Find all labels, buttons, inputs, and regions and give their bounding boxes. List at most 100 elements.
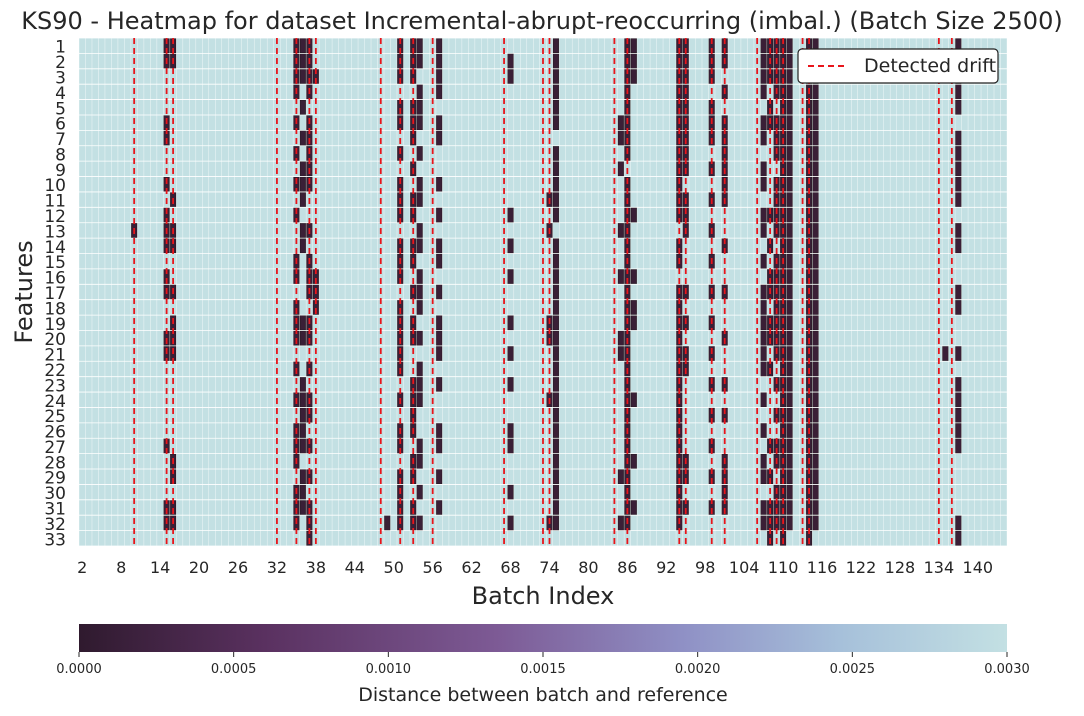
heatmap-cell [812,422,819,439]
heatmap-cell [299,222,307,238]
heatmap-cell [552,161,560,177]
heatmap-cell [416,453,423,469]
heatmap-cell [955,438,962,454]
x-tick-label: 122 [846,558,877,577]
heatmap-cell [552,53,560,69]
heatmap-cell [812,438,819,454]
heatmap-cell [812,130,819,146]
colorbar-tick-label: 0.0000 [56,662,102,677]
heatmap-cell [630,38,638,54]
heatmap-cell [955,392,962,408]
y-tick-label: 15 [44,253,66,273]
heatmap-cell [552,192,560,208]
heatmap-cell [955,407,962,423]
y-tick-label: 30 [44,484,66,504]
colorbar-tick-label: 0.0010 [366,662,412,677]
heatmap-cell [435,315,443,331]
colorbar-ticks: 0.0000 0.0005 0.0010 0.0015 0.0020 0.0025 0.00… [56,652,1030,677]
heatmap-cell [435,115,443,131]
y-tick-label: 27 [44,438,66,458]
y-tick-label: 5 [55,99,66,119]
heatmap-cell [812,453,819,469]
heatmap-cell [955,222,962,238]
y-tick-label: 26 [44,423,66,443]
heatmap-cell [812,222,819,238]
heatmap-cell [552,484,560,500]
y-tick-label: 16 [44,269,66,289]
y-tick-label: 14 [44,238,66,258]
y-tick-label: 19 [44,315,66,335]
heatmap-cell [552,469,560,485]
heatmap-cell [416,84,423,100]
heatmap-cell [760,499,767,516]
heatmap-cell [552,269,560,285]
heatmap-cell [299,161,307,177]
heatmap-cell [812,176,819,192]
heatmap-cell [786,176,793,192]
heatmap-cell [630,299,638,315]
heatmap-cell [955,422,962,439]
heatmap-cell [435,68,443,85]
y-tick-label: 3 [55,68,66,88]
heatmap-cell [416,392,423,408]
heatmap-cell [552,145,560,162]
heatmap-cell [812,84,819,100]
heatmap-cell [617,161,625,177]
y-tick-label: 25 [44,407,66,427]
y-tick-label: 28 [44,453,66,473]
heatmap-cell [812,376,819,392]
heatmap-cell [955,346,962,362]
heatmap-cell [786,484,793,500]
heatmap-cell [812,238,819,254]
y-tick-label: 7 [55,130,66,150]
x-tick-label: 56 [422,558,442,577]
heatmap-cell [786,422,793,439]
y-tick-label: 20 [44,330,66,350]
heatmap-cell [299,422,307,439]
heatmap-cell [786,115,793,131]
legend: Detected drift [797,48,999,84]
x-tick-label: 134 [924,558,955,577]
x-tick-label: 8 [116,558,126,577]
heatmap-cell [299,438,307,454]
heatmap-cell [299,53,307,69]
heatmap-cell [299,315,307,331]
heatmap-cell [552,68,560,85]
x-tick-label: 20 [189,558,209,577]
y-tick-label: 22 [44,361,66,381]
heatmap-cell [955,145,962,162]
heatmap-cell [955,99,962,115]
y-tick-label: 6 [55,115,66,135]
heatmap-cell [786,499,793,516]
heatmap-cell [630,392,638,408]
y-tick-label: 10 [44,176,66,196]
heatmap-cell [617,130,625,146]
x-tick-label: 98 [695,558,715,577]
heatmap-cell [786,253,793,269]
heatmap-cell [552,392,560,408]
legend-label: Detected drift [864,55,996,77]
y-tick-label: 24 [44,392,66,412]
y-tick-label: 18 [44,299,66,319]
heatmap-cell [812,253,819,269]
heatmap-cell [812,207,819,223]
heatmap-cell [552,284,560,300]
heatmap-cell [812,407,819,423]
heatmap-cell [299,130,307,146]
heatmap-cell [435,176,443,192]
x-tick-label: 128 [885,558,916,577]
heatmap-cell [435,422,443,439]
heatmap-cell [760,222,767,238]
y-tick-label: 29 [44,469,66,489]
y-tick-label: 21 [44,346,66,366]
heatmap-cell [786,438,793,454]
heatmap-cell [955,161,962,177]
heatmap-cell [786,38,793,54]
heatmap-cell [760,84,767,100]
y-tick-label: 8 [55,145,66,165]
heatmap-cell [812,115,819,131]
heatmap-cell [299,38,307,54]
heatmap-cell [630,68,638,85]
heatmap-cell [507,515,514,531]
heatmap-cell [552,422,560,439]
